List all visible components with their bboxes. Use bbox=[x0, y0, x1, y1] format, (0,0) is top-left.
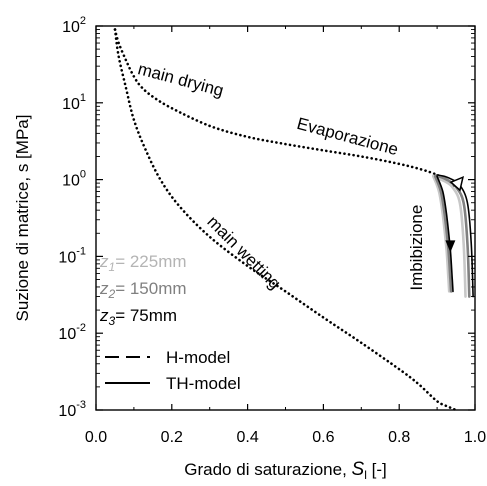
series-main-wetting bbox=[113, 28, 458, 412]
depth-label-value: = 225mm bbox=[115, 252, 186, 271]
evaporation-arrow-marker bbox=[449, 175, 465, 192]
y-tick-base: 10 bbox=[58, 326, 76, 343]
y-tick-base: 10 bbox=[58, 403, 76, 420]
annotation-imbibizione: Imbibizione bbox=[407, 205, 426, 291]
y-tick-exponent: 2 bbox=[80, 15, 86, 27]
y-tick-exponent: 1 bbox=[80, 92, 86, 104]
y-tick-exponent: -2 bbox=[76, 322, 86, 334]
y-tick-base: 10 bbox=[62, 19, 80, 36]
x-tick-label: 0.8 bbox=[388, 429, 410, 446]
x-tick-label: 0.2 bbox=[161, 429, 183, 446]
y-axis-label: Suzione di matrice, s [MPa] bbox=[13, 115, 32, 322]
y-tick-base: 10 bbox=[58, 249, 76, 266]
x-tick-label: 0.4 bbox=[236, 429, 258, 446]
series-imbibizione-z3 bbox=[436, 175, 454, 293]
x-axis-label-text: Grado di saturazione, bbox=[184, 460, 351, 479]
depth-label-value: = 75mm bbox=[115, 306, 177, 325]
depth-label-value: = 150mm bbox=[115, 279, 186, 298]
depth-label-symbol: z bbox=[99, 252, 109, 271]
x-axis-label-symbol: S bbox=[352, 459, 365, 480]
y-tick-label: 10-3 bbox=[58, 399, 86, 420]
series-layer bbox=[113, 28, 474, 412]
y-tick-base: 10 bbox=[62, 173, 80, 190]
legend-label-h-model: H-model bbox=[166, 348, 230, 367]
x-axis-label: Grado di saturazione, Sl [-] bbox=[184, 459, 386, 482]
depth-label-subscript: 1 bbox=[109, 260, 116, 274]
x-tick-label: 1.0 bbox=[464, 429, 486, 446]
imbibition-arrow-marker bbox=[445, 240, 456, 253]
legend-label-th-model: TH-model bbox=[166, 374, 241, 393]
y-tick-label: 10-2 bbox=[58, 322, 86, 343]
depth-label-symbol: z bbox=[99, 306, 109, 325]
depth-label-2: z2= 150mm bbox=[99, 279, 187, 301]
y-tick-exponent: -3 bbox=[76, 399, 86, 411]
x-axis-label-unit: [-] bbox=[367, 460, 387, 479]
x-tick-label: 0.6 bbox=[312, 429, 334, 446]
series-main-drying bbox=[113, 28, 458, 190]
x-tick-label: 0.0 bbox=[85, 429, 107, 446]
series-imbibizione-z1 bbox=[432, 175, 451, 293]
y-tick-label: 102 bbox=[62, 15, 86, 36]
depth-label-symbol: z bbox=[99, 279, 109, 298]
y-tick-exponent: -1 bbox=[76, 245, 86, 257]
y-tick-label: 10-1 bbox=[58, 245, 86, 266]
series-imbibizione-z2 bbox=[433, 175, 453, 293]
annotation-main-wetting: main wetting bbox=[203, 212, 284, 293]
y-tick-label: 100 bbox=[62, 169, 86, 190]
depth-label-subscript: 2 bbox=[108, 287, 116, 301]
y-tick-base: 10 bbox=[62, 96, 80, 113]
y-tick-label: 101 bbox=[62, 92, 86, 113]
depth-label-subscript: 3 bbox=[109, 314, 116, 328]
annotation-evaporazione: Evaporazione bbox=[295, 114, 400, 159]
depth-label-1: z1= 225mm bbox=[99, 252, 187, 274]
axes-layer: 0.0 0.2 0.4 0.6 0.8 1.010-310-210-1100101102G… bbox=[13, 15, 486, 482]
depth-label-3: z3= 75mm bbox=[99, 306, 177, 328]
x-axis-label-subscript: l bbox=[364, 468, 367, 482]
y-tick-exponent: 0 bbox=[80, 169, 86, 181]
